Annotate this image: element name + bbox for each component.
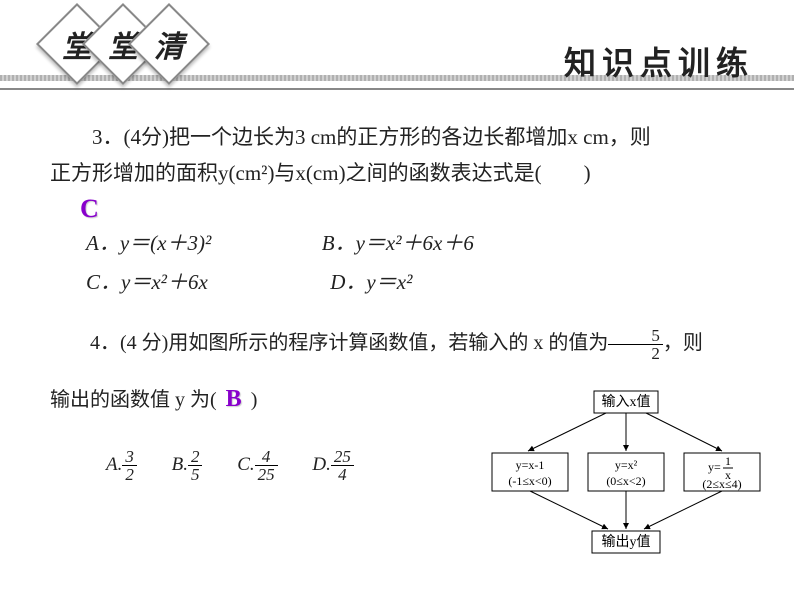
- header-banner: 堂 堂 清 知识点训练: [0, 0, 794, 90]
- diagram-mid-cond: (0≤x<2): [606, 474, 645, 488]
- q4-optC: C.425: [237, 448, 277, 483]
- q3-line1: 3．(4分)把一个边长为3 cm的正方形的各边长都增加x cm，则: [50, 120, 754, 156]
- diagram-left-eq: y=x-1: [516, 458, 545, 472]
- diagram-right-eq-num: 1: [725, 454, 731, 468]
- diagram-mid-eq: y=x²: [615, 458, 638, 472]
- diagram-output-label: 输出y值: [602, 534, 651, 550]
- q4-line1: 4．(4 分)用如图所示的程序计算函数值，若输入的 x 的值为52，则: [50, 321, 754, 365]
- diagram-left-cond: (-1≤x<0): [508, 474, 551, 488]
- q4-optA: A.32: [106, 448, 137, 483]
- flowchart-diagram: 输入x值 y=x-1 (-1≤x<0) y=x² (0≤x<2) y= 1 x …: [486, 389, 766, 564]
- q3-line2: 正方形增加的面积y(cm²)与x(cm)之间的函数表达式是( ): [50, 156, 754, 192]
- diagram-right-cond: (2≤x≤4): [702, 477, 741, 491]
- diamond-title: 堂 堂 清: [60, 15, 198, 73]
- q4-optB: B.25: [172, 448, 203, 483]
- q3-optB: B．y＝x²＋6x＋6: [322, 226, 474, 262]
- q3-optC: C．y＝x²＋6x: [86, 265, 208, 301]
- q4-pre: 4．(4 分)用如图所示的程序计算函数值，若输入的 x 的值为: [90, 332, 608, 354]
- q4-post: ，则: [663, 332, 703, 354]
- diagram-right-eq-pre: y=: [708, 460, 721, 474]
- q3-optA: A．y＝(x＋3)²: [86, 226, 211, 262]
- q4-frac: 52: [608, 327, 663, 362]
- q4-line2-post: ): [251, 389, 258, 411]
- diamond-3: 清: [128, 3, 210, 85]
- diagram-input-label: 输入x值: [602, 394, 651, 410]
- diamond-3-char: 清: [154, 22, 184, 66]
- q4-answer: B: [226, 386, 242, 412]
- q3-optD: D．y＝x²: [330, 265, 412, 301]
- q4-optD: D.254: [312, 448, 353, 483]
- section-title: 知识点训练: [564, 38, 754, 84]
- q4-line2-pre: 输出的函数值 y 为(: [50, 389, 217, 411]
- q3-options: A．y＝(x＋3)² B．y＝x²＋6x＋6 C．y＝x²＋6x D．y＝x²: [86, 226, 754, 301]
